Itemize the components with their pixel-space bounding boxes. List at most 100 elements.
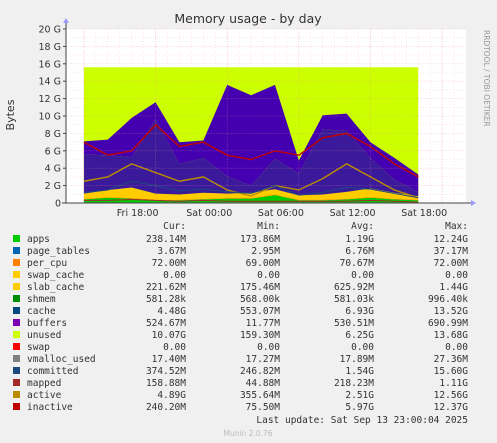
legend-swatch xyxy=(13,367,20,374)
y-tick-label: 10 G xyxy=(39,112,61,123)
series-mapped-line xyxy=(83,199,419,203)
axes xyxy=(62,18,476,206)
series-buffers-area xyxy=(83,84,419,192)
legend-swatch xyxy=(13,235,20,242)
legend-cur-value: 17.40M xyxy=(152,354,187,365)
y-tick-label: 6 G xyxy=(45,146,61,157)
legend-min-value: 0.00 xyxy=(257,270,280,281)
legend-name: cache xyxy=(27,306,56,317)
legend-min-value: 2.95M xyxy=(251,246,280,257)
legend-min-value: 355.64M xyxy=(240,390,280,401)
legend-min-value: 11.77M xyxy=(246,318,281,329)
legend-swatch xyxy=(13,247,20,254)
legend-min-value: 553.07M xyxy=(240,306,280,317)
legend-min-value: 175.46M xyxy=(240,282,280,293)
legend-avg-value: 0.00 xyxy=(351,342,374,353)
legend-name: swap xyxy=(27,342,50,353)
legend-min-value: 0.00 xyxy=(257,342,280,353)
series-inactive-line xyxy=(83,123,419,178)
legend-row-apps: apps 238.14M 173.86M 1.19G 12.24G xyxy=(13,234,468,245)
legend-min-value: 44.88M xyxy=(246,378,281,389)
legend-avg-value: 581.03k xyxy=(334,294,374,305)
legend-swatch xyxy=(13,391,20,398)
legend-avg-value: 6.25G xyxy=(345,330,374,341)
legend-name: slab_cache xyxy=(27,282,84,293)
legend-max-value: 0.00 xyxy=(445,342,468,353)
x-tick-label: Sat 00:00 xyxy=(186,208,232,219)
legend-swatch xyxy=(13,259,20,266)
legend-max-value: 72.00M xyxy=(434,258,469,269)
legend-avg-value: 0.00 xyxy=(351,270,374,281)
legend-max-value: 13.68G xyxy=(434,330,469,341)
legend-swatch xyxy=(13,331,20,338)
legend-row-committed: committed 374.52M 246.82M 1.54G 15.60G xyxy=(13,366,468,377)
legend-row-swap_cache: swap_cache 0.00 0.00 0.00 0.00 xyxy=(13,270,468,281)
y-tick-label: 14 G xyxy=(39,77,61,88)
legend-swatch xyxy=(13,343,20,350)
legend-rows: apps 238.14M 173.86M 1.19G 12.24Gpage_tables… xyxy=(13,234,468,413)
legend-swatch xyxy=(13,355,20,362)
legend-max-value: 1.11G xyxy=(439,378,468,389)
legend-name: inactive xyxy=(27,402,73,413)
x-axis-arrow xyxy=(471,200,476,206)
y-tick-label: 16 G xyxy=(39,59,61,70)
legend-avg-value: 2.51G xyxy=(345,390,374,401)
legend-name: per_cpu xyxy=(27,258,67,269)
legend-min-value: 75.50M xyxy=(246,402,281,413)
legend-name: page_tables xyxy=(27,246,90,257)
legend-swatch xyxy=(13,379,20,386)
legend-max-value: 13.52G xyxy=(434,306,469,317)
legend-max-value: 996.40k xyxy=(428,294,468,305)
legend-min-value: 17.27M xyxy=(246,354,281,365)
legend-row-swap: swap 0.00 0.00 0.00 0.00 xyxy=(13,342,468,353)
legend-cur-value: 10.07G xyxy=(152,330,187,341)
legend-max-value: 1.44G xyxy=(439,282,468,293)
legend-name: apps xyxy=(27,234,50,245)
legend-avg-value: 70.67M xyxy=(340,258,375,269)
legend-row-inactive: inactive 240.20M 75.50M 5.97G 12.37G xyxy=(13,402,468,413)
legend-cur-value: 4.48G xyxy=(157,306,186,317)
legend-name: active xyxy=(27,390,62,401)
plot-area xyxy=(62,18,476,206)
legend-swatch xyxy=(13,319,20,326)
legend-row-vmalloc_used: vmalloc_used 17.40M 17.27M 17.89M 27.36M xyxy=(13,354,468,365)
legend-row-slab_cache: slab_cache 221.62M 175.46M 625.92M 1.44G xyxy=(13,282,468,293)
major-grid xyxy=(66,28,466,203)
legend-min-value: 246.82M xyxy=(240,366,280,377)
legend-avg-value: 625.92M xyxy=(334,282,374,293)
legend-max-value: 12.24G xyxy=(434,234,469,245)
legend-cur-value: 524.67M xyxy=(146,318,186,329)
legend-cur-value: 374.52M xyxy=(146,366,186,377)
legend-name: unused xyxy=(27,330,61,341)
x-tick-label: Sat 12:00 xyxy=(330,208,376,219)
legend-cur-value: 0.00 xyxy=(163,270,186,281)
legend-max-value: 12.37G xyxy=(434,402,469,413)
legend-row-active: active 4.89G 355.64M 2.51G 12.56G xyxy=(13,390,468,401)
legend-avg-value: 6.76M xyxy=(345,246,374,257)
legend-avg-value: 1.19G xyxy=(345,234,374,245)
x-tick-label: Fri 18:00 xyxy=(117,208,159,219)
legend-row-shmem: shmem 581.28k 568.00k 581.03k 996.40k xyxy=(13,294,468,305)
legend-swatch xyxy=(13,283,20,290)
legend-max-value: 0.00 xyxy=(445,270,468,281)
legend-max-value: 12.56G xyxy=(434,390,469,401)
legend-max-value: 690.99M xyxy=(428,318,468,329)
y-axis-label: Bytes xyxy=(4,99,17,130)
legend-avg-value: 6.93G xyxy=(345,306,374,317)
legend-avg-value: 17.89M xyxy=(340,354,375,365)
legend-min-value: 568.00k xyxy=(240,294,280,305)
legend-max-value: 27.36M xyxy=(434,354,469,365)
y-tick-label: 12 G xyxy=(39,94,61,105)
x-tick-labels: Fri 18:00 Sat 00:00 Sat 06:00 Sat 12:00 Sat … xyxy=(117,208,447,219)
legend-header-avg: Avg: xyxy=(351,221,374,232)
legend-header-max: Max: xyxy=(445,221,468,232)
last-update: Last update: Sat Sep 13 23:00:04 2025 xyxy=(256,415,468,426)
legend: Cur: Min: Avg: Max: apps 238.14M 173.86M 1.… xyxy=(13,221,468,413)
legend-row-buffers: buffers 524.67M 11.77M 530.51M 690.99M xyxy=(13,318,468,329)
y-tick-label: 4 G xyxy=(45,164,61,175)
legend-cur-value: 72.00M xyxy=(152,258,187,269)
legend-min-value: 159.30M xyxy=(240,330,280,341)
legend-min-value: 173.86M xyxy=(240,234,280,245)
x-tick-label: Sat 18:00 xyxy=(401,208,447,219)
